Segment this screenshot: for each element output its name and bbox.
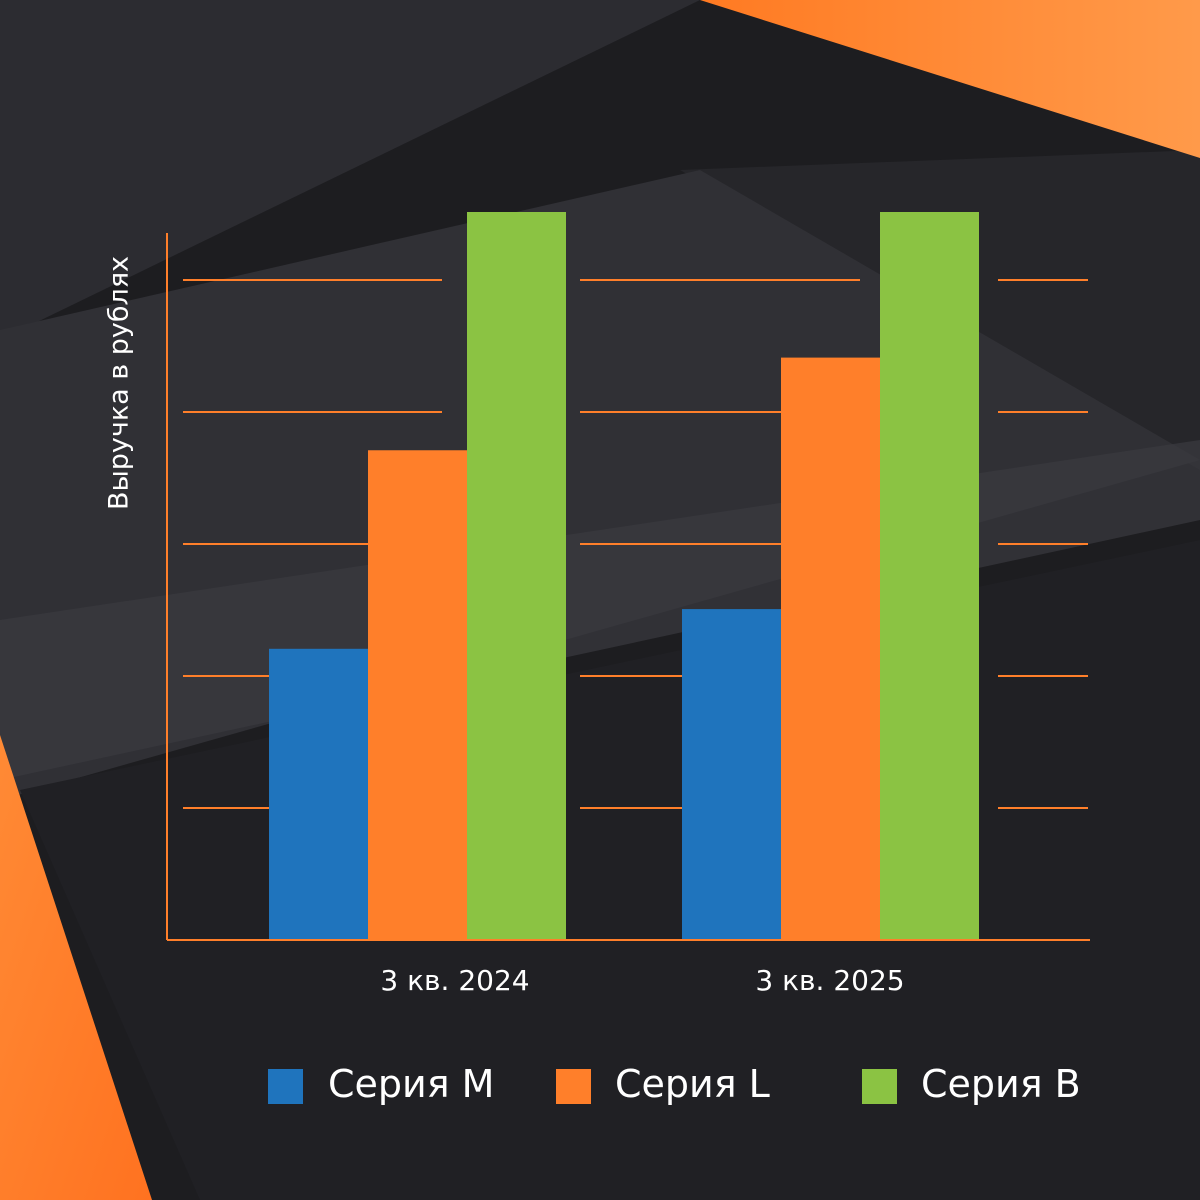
bars <box>269 212 979 941</box>
x-tick-label: 3 кв. 2024 <box>380 964 530 997</box>
y-axis-label: Выручка в рублях <box>103 255 135 511</box>
legend-swatch-series-l <box>556 1069 591 1104</box>
legend-label-series-l: Серия L <box>615 1062 770 1106</box>
orange-corner-top <box>700 0 1200 158</box>
legend-label-series-m: Серия M <box>328 1062 495 1106</box>
orange-corner-left <box>0 735 152 1200</box>
bg-facet <box>0 0 700 340</box>
x-tick-label: 3 кв. 2025 <box>755 964 905 997</box>
bar-series-b <box>880 212 979 940</box>
bar-series-l <box>781 357 880 941</box>
bar-series-b <box>467 212 566 940</box>
legend-label-series-b: Серия B <box>921 1062 1081 1106</box>
legend-swatch-series-m <box>268 1069 303 1104</box>
bar-series-m <box>682 609 781 940</box>
legend-swatch-series-b <box>862 1069 897 1104</box>
bar-series-m <box>269 648 368 940</box>
bar-series-l <box>368 450 467 940</box>
